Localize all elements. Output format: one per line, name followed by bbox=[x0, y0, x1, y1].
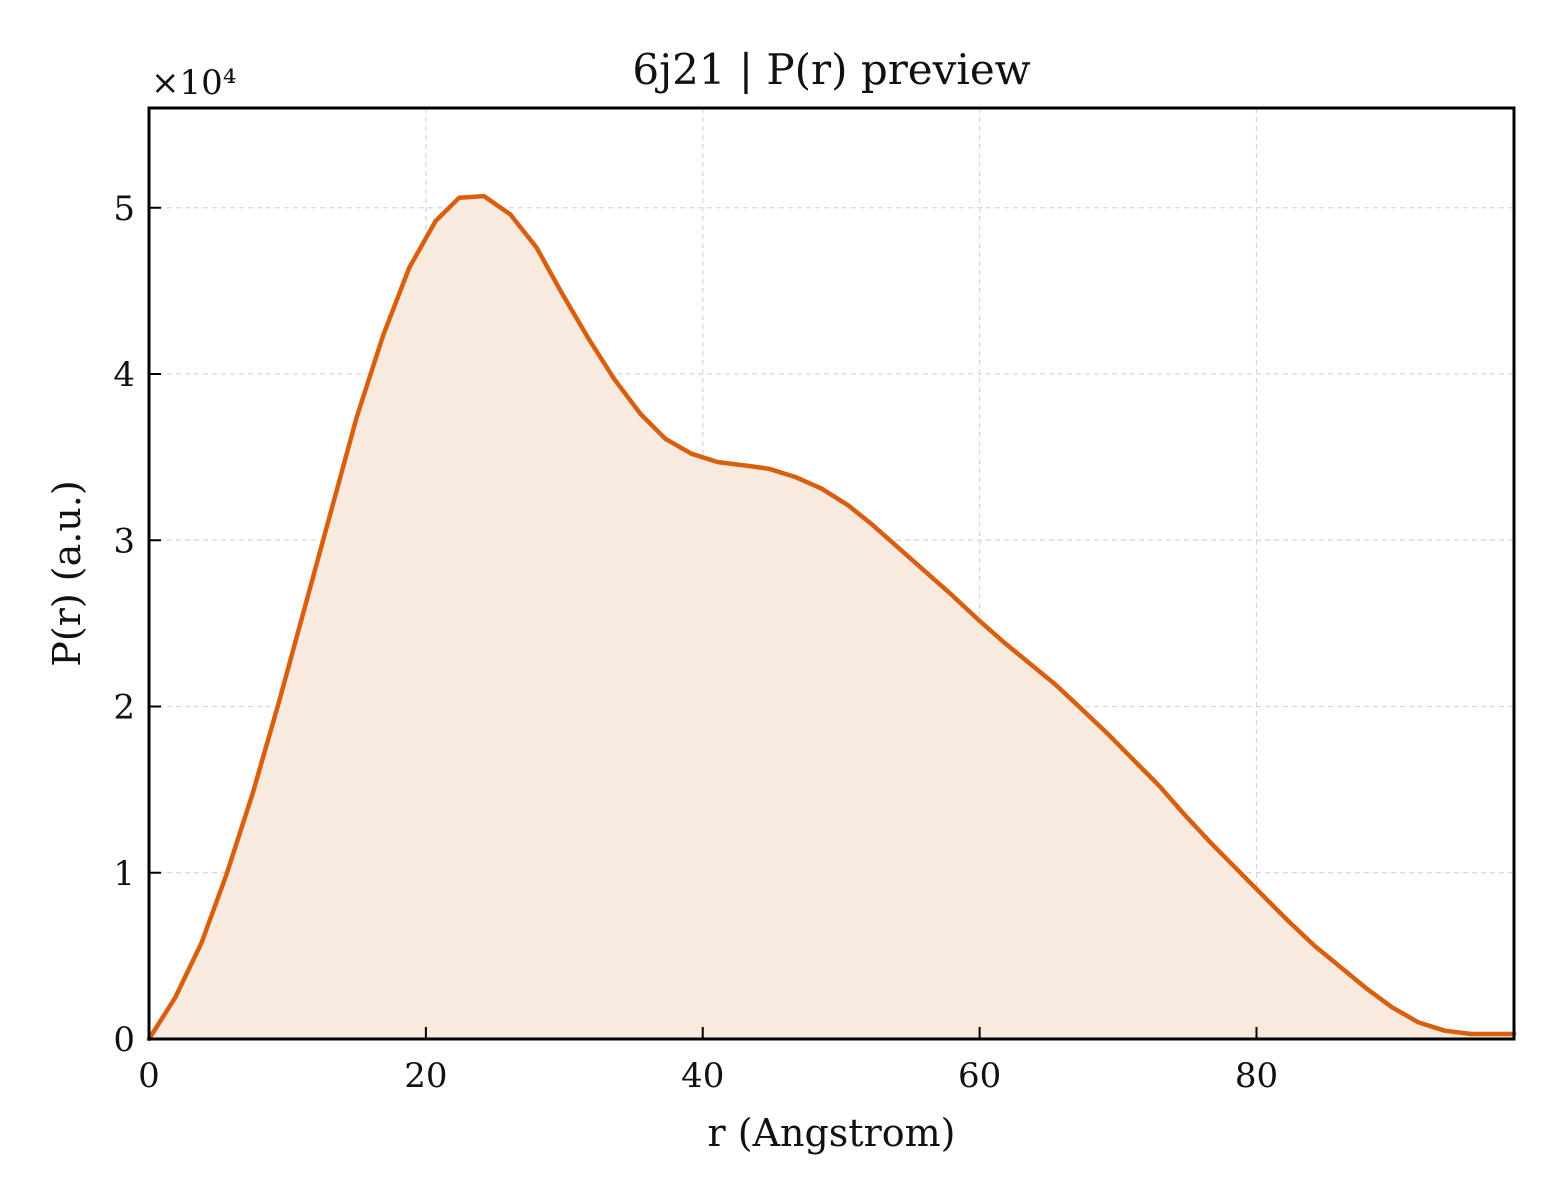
series-line bbox=[146, 193, 1517, 1042]
x-tick-label: 0 bbox=[138, 1056, 160, 1096]
axis-ticks bbox=[148, 206, 1258, 1040]
y-tick-label: 0 bbox=[113, 1020, 135, 1060]
y-tick-label: 3 bbox=[113, 521, 135, 561]
plot-frame bbox=[147, 106, 1516, 1041]
x-tick-label: 40 bbox=[681, 1056, 724, 1096]
y-tick-label: 4 bbox=[113, 355, 135, 395]
y-axis-title: P(r) (a.u.) bbox=[45, 480, 89, 666]
y-scale-label: ×10⁴ bbox=[151, 63, 236, 103]
y-tick-label: 2 bbox=[113, 688, 135, 728]
x-tick-label: 20 bbox=[404, 1056, 447, 1096]
x-tick-label: 60 bbox=[958, 1056, 1001, 1096]
y-tick-labels: 0 1 2 3 4 5 bbox=[113, 189, 135, 1060]
series-area-fill bbox=[149, 196, 1514, 1040]
x-axis-title: r (Angstrom) bbox=[708, 1111, 956, 1155]
y-tick-label: 5 bbox=[113, 189, 135, 229]
plot-area bbox=[146, 106, 1517, 1042]
y-tick-label: 1 bbox=[113, 854, 135, 894]
x-tick-label: 80 bbox=[1235, 1056, 1278, 1096]
chart-title: 6j21 | P(r) preview bbox=[632, 45, 1030, 94]
x-tick-labels: 0 20 40 60 80 bbox=[138, 1056, 1278, 1096]
